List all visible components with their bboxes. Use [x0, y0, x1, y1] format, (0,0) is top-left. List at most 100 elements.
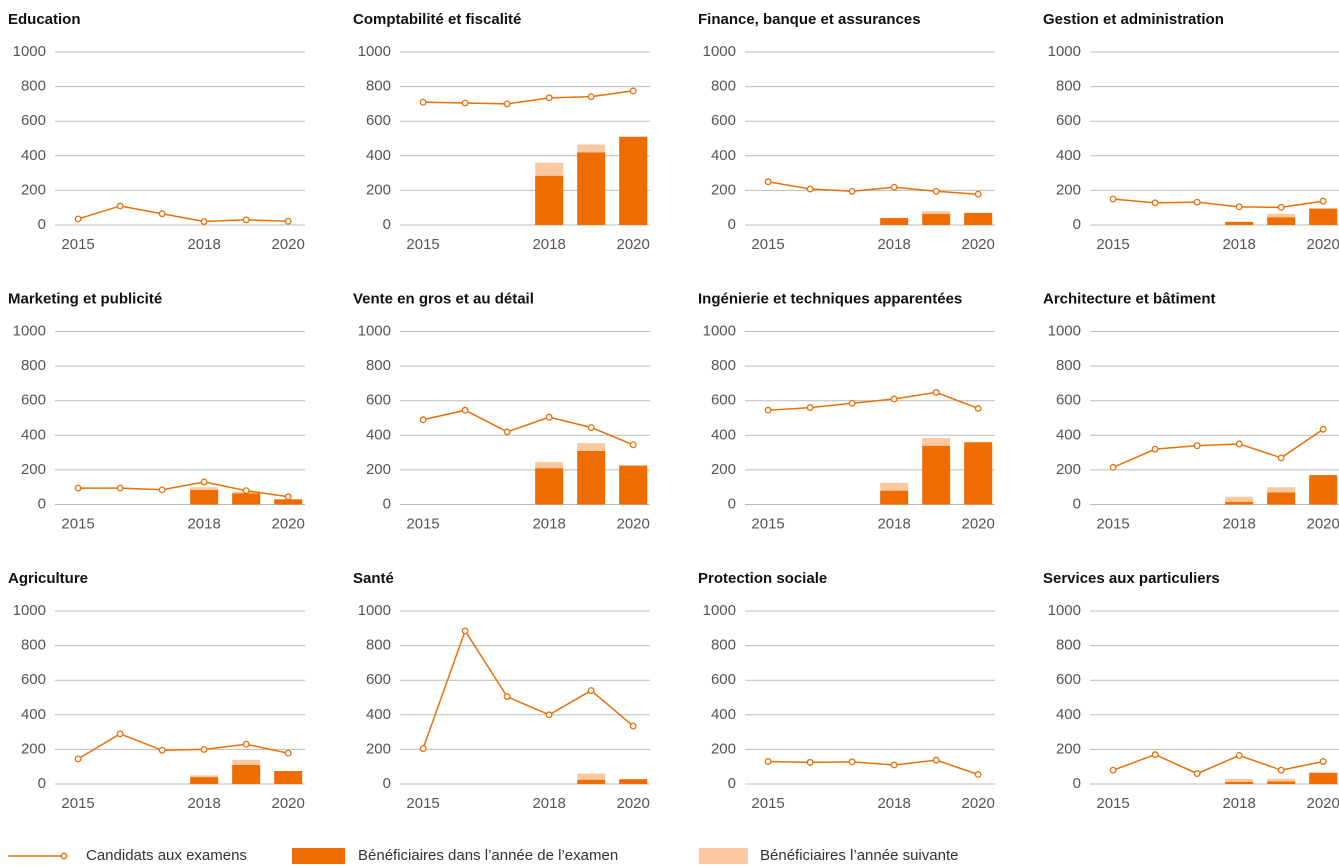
- y-tick-label: 200: [21, 740, 46, 757]
- point: [1151, 199, 1159, 207]
- panel: Education 0 200 400 600 800 1000 2015 2018 2020: [8, 11, 305, 253]
- bar: [190, 487, 219, 490]
- point: [1193, 198, 1201, 206]
- bar: [964, 442, 993, 505]
- x-tick-label: 2015: [406, 236, 439, 253]
- x-tick-label: 2015: [406, 515, 439, 532]
- line: [768, 391, 979, 411]
- point: [545, 711, 553, 719]
- line: [768, 759, 979, 776]
- point: [1277, 454, 1285, 462]
- bar: [1309, 475, 1338, 505]
- bar: [922, 213, 951, 225]
- y-tick-label: 0: [728, 495, 736, 512]
- point: [116, 202, 124, 210]
- panel: Vente en gros et au détail 0 200 400 600 800 1…: [353, 290, 650, 532]
- point: [1235, 752, 1243, 759]
- point: [932, 756, 940, 764]
- point: [932, 187, 940, 195]
- x-tick-label: 2020: [272, 795, 305, 812]
- y-tick-label: 800: [1056, 357, 1081, 374]
- bar: [577, 450, 606, 505]
- line: [423, 90, 634, 105]
- point: [1193, 442, 1201, 450]
- x-tick-label: 2020: [962, 795, 995, 812]
- x-tick-label: 2015: [751, 236, 784, 253]
- bar: [1267, 213, 1296, 218]
- panel-title: Architecture et bâtiment: [1043, 290, 1216, 307]
- panel: Comptabilité et fiscalité 0 200 400 600 800 10…: [353, 11, 650, 253]
- y-tick-label: 200: [1056, 461, 1081, 478]
- line: [422, 409, 634, 446]
- y-tick-label: 200: [21, 181, 46, 198]
- y-tick-label: 0: [728, 216, 736, 233]
- point: [461, 627, 469, 635]
- y-tick-label: 1000: [358, 322, 391, 339]
- bar: [232, 764, 261, 784]
- point: [200, 218, 208, 225]
- point: [848, 758, 856, 766]
- bar: [1225, 496, 1254, 502]
- x-tick-label: 2020: [272, 236, 305, 253]
- point: [974, 771, 982, 778]
- y-tick-label: 800: [21, 357, 46, 374]
- point: [1109, 766, 1117, 774]
- bar: [535, 462, 564, 469]
- line: [422, 629, 634, 749]
- point: [1319, 758, 1327, 765]
- y-tick-label: 400: [21, 147, 46, 164]
- point: [419, 745, 427, 752]
- bar: [880, 490, 909, 505]
- bar: [577, 773, 606, 780]
- y-tick-label: 800: [21, 78, 46, 95]
- point: [629, 87, 637, 95]
- y-tick-label: 400: [366, 426, 391, 443]
- y-tick-label: 600: [711, 392, 736, 409]
- point: [806, 404, 814, 412]
- panel: Gestion et administration 0 200 400 600 800 10…: [1043, 11, 1339, 253]
- y-tick-label: 800: [1056, 637, 1081, 654]
- x-tick-label: 2020: [617, 515, 650, 532]
- y-tick-label: 400: [21, 426, 46, 443]
- point: [890, 183, 898, 191]
- y-tick-label: 600: [1056, 392, 1081, 409]
- x-tick-label: 2015: [61, 236, 94, 253]
- y-tick-label: 1000: [13, 322, 46, 339]
- y-tick-label: 400: [1056, 147, 1081, 164]
- bar: [1267, 487, 1296, 493]
- point: [587, 93, 595, 101]
- bar: [1267, 492, 1296, 505]
- x-tick-label: 2020: [962, 236, 995, 253]
- y-tick-label: 200: [366, 740, 391, 757]
- point: [242, 740, 250, 748]
- bar: [535, 468, 564, 505]
- point: [200, 478, 208, 486]
- x-tick-label: 2018: [187, 236, 220, 253]
- point: [200, 745, 208, 753]
- panel: Services aux particuliers 0 200 400 600 800 10…: [1043, 570, 1339, 812]
- point: [1151, 751, 1159, 759]
- x-tick-label: 2015: [1096, 795, 1129, 812]
- y-tick-label: 0: [383, 775, 391, 792]
- panel-title: Vente en gros et au détail: [353, 290, 534, 307]
- point: [1319, 425, 1327, 433]
- y-tick-label: 200: [366, 461, 391, 478]
- y-tick-label: 1000: [358, 602, 391, 619]
- point: [587, 424, 595, 431]
- bar: [1267, 217, 1296, 225]
- y-tick-label: 400: [711, 426, 736, 443]
- point: [116, 484, 124, 492]
- panel-title: Santé: [353, 570, 394, 587]
- x-tick-label: 2018: [532, 795, 565, 812]
- point: [545, 94, 553, 102]
- panel-title: Marketing et publicité: [8, 290, 162, 307]
- y-tick-label: 200: [711, 181, 736, 198]
- y-tick-label: 200: [1056, 181, 1081, 198]
- point: [284, 217, 292, 225]
- y-tick-label: 0: [728, 775, 736, 792]
- legend-label: Bénéficiaires dans l’année de l’examen: [358, 847, 618, 864]
- point: [974, 405, 982, 412]
- y-tick-label: 200: [711, 461, 736, 478]
- bar: [535, 162, 564, 176]
- point: [806, 185, 814, 193]
